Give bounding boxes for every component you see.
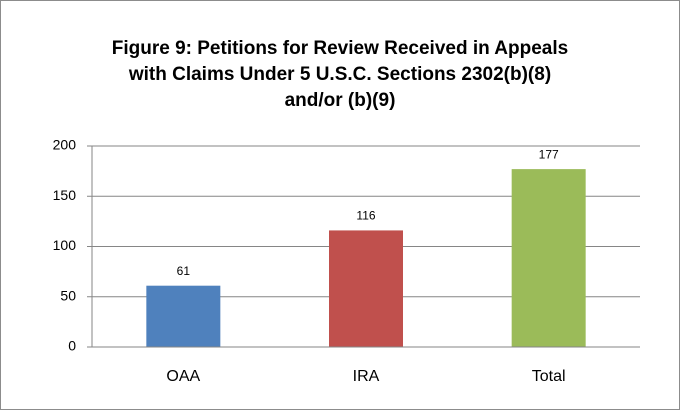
chart-title: Figure 9: Petitions for Review Received …	[111, 38, 569, 111]
y-tick-label: 200	[53, 137, 77, 153]
y-tick-label: 0	[68, 338, 76, 354]
bar	[511, 169, 586, 347]
y-tick-label: 50	[60, 287, 76, 303]
data-label: 177	[539, 147, 559, 161]
x-tick-label: IRA	[353, 368, 380, 385]
x-tick-label: OAA	[166, 368, 200, 385]
x-tick-label: Total	[532, 368, 566, 385]
data-label: 116	[356, 209, 375, 223]
data-label: 61	[177, 264, 191, 278]
bar	[146, 285, 221, 347]
bar	[329, 230, 403, 347]
y-tick-label: 100	[53, 237, 77, 253]
y-tick-label: 150	[53, 187, 77, 203]
